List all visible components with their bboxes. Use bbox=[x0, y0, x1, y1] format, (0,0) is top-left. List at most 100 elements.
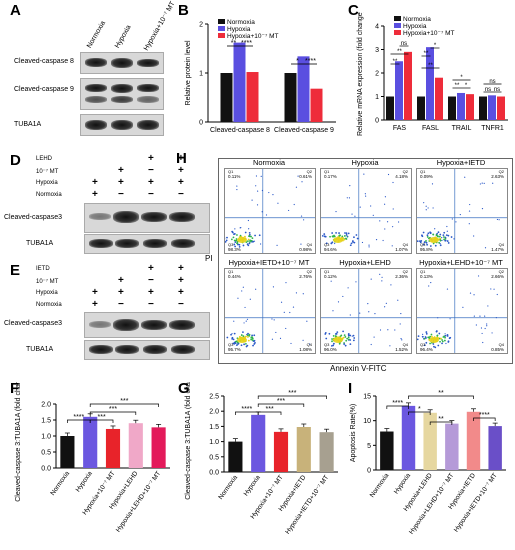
flow-dot bbox=[480, 327, 483, 329]
flow-dot bbox=[427, 336, 430, 339]
treatment-sign: + bbox=[178, 275, 184, 286]
flow-dot bbox=[325, 242, 328, 245]
flow-dot bbox=[332, 310, 334, 312]
flow-dot bbox=[475, 324, 477, 326]
flow-density-core bbox=[333, 337, 343, 343]
flow-dot bbox=[426, 243, 429, 246]
flow-dot bbox=[482, 341, 484, 344]
flow-dot bbox=[349, 244, 352, 247]
flow-dot bbox=[420, 240, 423, 242]
flow-dot bbox=[449, 318, 451, 320]
flow-dot bbox=[373, 336, 375, 338]
flow-dot bbox=[427, 232, 430, 235]
flow-dot bbox=[432, 233, 435, 236]
flow-dot bbox=[272, 286, 275, 288]
flow-dot bbox=[381, 280, 383, 282]
flow-dot bbox=[439, 243, 441, 245]
col-label-hypoxia-mt: Hypoxia+10⁻⁷ MT bbox=[142, 0, 177, 53]
bar bbox=[284, 73, 297, 122]
flow-dot bbox=[399, 323, 401, 325]
flow-dot bbox=[290, 342, 292, 345]
category-label: Normoxia bbox=[369, 472, 391, 499]
flow-dot bbox=[348, 197, 351, 199]
flow-dot bbox=[285, 327, 287, 330]
flow-dot bbox=[248, 242, 251, 245]
y-tick-label: 2 bbox=[199, 22, 203, 29]
flow-plot-title: Hypoxia+IETD+10⁻⁷ MT bbox=[228, 258, 310, 267]
quadrant-id: Q1 bbox=[420, 169, 426, 174]
row-label-tuba1a-e: TUBA1A bbox=[26, 346, 54, 353]
flow-dot bbox=[256, 204, 259, 206]
flow-dot bbox=[328, 332, 331, 335]
flow-dot bbox=[253, 240, 256, 242]
flow-dot bbox=[335, 335, 337, 338]
flow-dot bbox=[417, 338, 419, 341]
flow-dot bbox=[431, 183, 434, 185]
flow-dot bbox=[273, 319, 275, 321]
bar bbox=[466, 411, 481, 470]
quadrant-value: 94.6% bbox=[324, 247, 337, 252]
flow-dot bbox=[349, 185, 351, 187]
flow-dot bbox=[444, 239, 447, 242]
category-label: Hypoxia+IETD+10⁻⁷ MT bbox=[453, 472, 499, 533]
panel-label-e: E bbox=[10, 262, 21, 279]
flow-dot bbox=[243, 343, 246, 346]
y-tick-label: 4 bbox=[375, 24, 379, 31]
flow-dot bbox=[353, 241, 356, 244]
treatment-sign: + bbox=[118, 287, 124, 298]
flow-dot bbox=[233, 233, 235, 236]
y-tick-label: 1.0 bbox=[41, 434, 51, 441]
flow-dot bbox=[361, 241, 364, 244]
flow-dot bbox=[232, 236, 235, 239]
flow-dot bbox=[447, 242, 450, 244]
flow-dot bbox=[423, 202, 425, 204]
flow-plot-title: Hypoxia+LEHD+10⁻⁷ MT bbox=[419, 258, 503, 267]
flow-dot bbox=[347, 336, 350, 339]
quadrant-id: Q1 bbox=[420, 269, 426, 274]
blot-caspase3-e bbox=[84, 312, 210, 338]
flow-dot bbox=[351, 335, 353, 337]
flow-dot bbox=[427, 207, 429, 209]
flow-plot-title: Normoxia bbox=[252, 158, 286, 167]
sig-bracket bbox=[257, 403, 305, 407]
flow-dot bbox=[283, 311, 285, 313]
flow-dot bbox=[343, 343, 346, 346]
sig-label: ** bbox=[393, 59, 398, 65]
quadrant-id: Q2 bbox=[499, 169, 505, 174]
panel-label-c: C bbox=[348, 2, 359, 19]
flow-dot bbox=[246, 318, 249, 320]
quadrant-value: 0.98% bbox=[299, 247, 312, 252]
quadrant-value: 96.0% bbox=[324, 347, 337, 352]
treatment-sign: + bbox=[148, 287, 154, 298]
flow-dot bbox=[237, 297, 239, 299]
flow-dot bbox=[484, 327, 486, 330]
flow-dot bbox=[425, 332, 428, 335]
flow-dot bbox=[345, 232, 348, 235]
flow-dot bbox=[353, 236, 355, 239]
panel-c-chart: 0 1 2 3 4 FAS FASL TRAIL TNFR1 Relative mRNA expr… bbox=[357, 12, 508, 136]
bar bbox=[128, 423, 143, 468]
y-tick-label: 1 bbox=[375, 94, 379, 101]
flow-dot bbox=[330, 242, 333, 245]
sig-label: * bbox=[296, 58, 299, 65]
flow-dot bbox=[385, 302, 387, 304]
flow-dot bbox=[233, 342, 236, 345]
sig-bracket bbox=[257, 411, 282, 415]
flow-dot bbox=[417, 335, 420, 338]
flow-dot bbox=[301, 181, 303, 183]
flow-dot bbox=[477, 275, 480, 277]
legend-swatch bbox=[218, 33, 225, 38]
flow-dot bbox=[453, 238, 455, 240]
flow-dot bbox=[431, 335, 433, 338]
y-tick-label: 1 bbox=[199, 71, 203, 78]
sig-label: ns bbox=[485, 87, 491, 93]
flow-dot bbox=[464, 176, 466, 178]
bar bbox=[466, 94, 474, 120]
quadrant-id: Q3 bbox=[324, 342, 330, 347]
flow-dot bbox=[479, 183, 481, 185]
flow-dot bbox=[261, 189, 263, 192]
y-tick-label: 0.5 bbox=[209, 454, 219, 461]
